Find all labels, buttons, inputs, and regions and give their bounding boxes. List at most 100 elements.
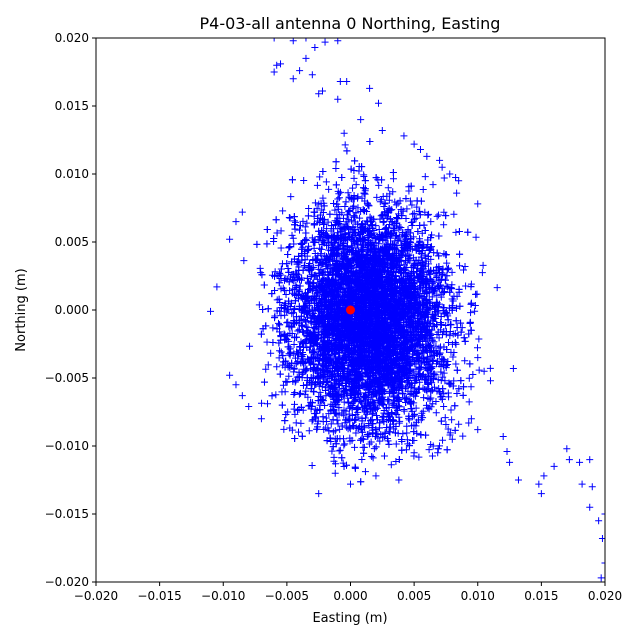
data-point: [312, 409, 320, 417]
data-point: [378, 413, 386, 421]
data-point: [421, 262, 429, 270]
data-point: [389, 188, 397, 196]
data-point: [320, 426, 328, 434]
data-point: [478, 269, 486, 277]
data-point: [341, 141, 349, 149]
data-point: [325, 185, 333, 193]
data-point: [258, 399, 266, 407]
data-point: [439, 436, 447, 444]
data-point: [341, 440, 349, 448]
data-point: [297, 389, 305, 397]
data-point: [271, 268, 279, 276]
data-point: [305, 427, 313, 435]
data-point: [330, 409, 338, 417]
data-point: [316, 173, 324, 181]
chart-title: P4-03-all antenna 0 Northing, Easting: [200, 14, 501, 33]
data-point: [368, 452, 376, 460]
data-point: [291, 400, 299, 408]
data-point: [444, 425, 452, 433]
data-point: [406, 197, 414, 205]
data-point: [416, 378, 424, 386]
data-point: [471, 302, 479, 310]
data-point: [395, 223, 403, 231]
data-point: [451, 339, 459, 347]
data-point: [446, 332, 454, 340]
data-point: [319, 194, 327, 202]
data-point: [358, 455, 366, 463]
data-point: [395, 210, 403, 218]
data-point: [385, 196, 393, 204]
data-point: [276, 347, 284, 355]
data-point: [305, 204, 313, 212]
data-point: [392, 440, 400, 448]
data-point: [392, 457, 400, 465]
data-point: [462, 282, 470, 290]
data-point: [291, 410, 299, 418]
data-point: [465, 419, 473, 427]
data-point: [291, 304, 299, 312]
data-point: [394, 235, 402, 243]
data-point: [295, 428, 303, 436]
data-point: [452, 228, 460, 236]
data-point: [383, 214, 391, 222]
data-point: [440, 208, 448, 216]
data-point: [324, 218, 332, 226]
data-point: [267, 349, 275, 357]
data-point: [294, 327, 302, 335]
data-point: [428, 452, 436, 460]
data-point: [421, 173, 429, 181]
data-point: [279, 381, 287, 389]
data-point: [420, 394, 428, 402]
data-point: [407, 405, 415, 413]
data-point: [475, 335, 483, 343]
data-point: [475, 366, 483, 374]
data-point: [448, 268, 456, 276]
data-point: [315, 200, 323, 208]
data-point: [315, 382, 323, 390]
data-point: [396, 403, 404, 411]
data-point: [461, 357, 469, 365]
data-point: [452, 173, 460, 181]
data-point: [465, 398, 473, 406]
data-point: [289, 309, 297, 317]
data-point: [352, 181, 360, 189]
data-point: [425, 405, 433, 413]
data-point: [332, 460, 340, 468]
data-point: [447, 406, 455, 414]
data-point: [278, 388, 286, 396]
data-point: [327, 420, 335, 428]
data-point: [472, 233, 480, 241]
data-point: [387, 461, 395, 469]
data-point: [279, 207, 287, 215]
data-point: [279, 361, 287, 369]
data-point: [410, 368, 418, 376]
data-point: [299, 217, 307, 225]
data-point: [471, 307, 479, 315]
data-point: [303, 219, 311, 227]
data-point: [273, 363, 281, 371]
data-point: [280, 425, 288, 433]
data-point: [311, 199, 319, 207]
data-point: [412, 422, 420, 430]
data-point: [391, 198, 399, 206]
data-point: [446, 431, 454, 439]
data-point: [246, 342, 254, 350]
data-point: [398, 437, 406, 445]
data-point: [409, 210, 417, 218]
data-point: [264, 361, 272, 369]
data-point: [332, 165, 340, 173]
data-point: [304, 324, 312, 332]
data-point: [336, 446, 344, 454]
data-point: [308, 461, 316, 469]
data-point: [435, 442, 443, 450]
data-point: [340, 441, 348, 449]
data-point: [376, 215, 384, 223]
data-point: [351, 416, 359, 424]
data-point: [288, 329, 296, 337]
data-point: [341, 202, 349, 210]
data-point: [304, 310, 312, 318]
data-point: [456, 262, 464, 270]
data-point: [262, 365, 270, 373]
data-point: [290, 390, 298, 398]
data-point: [296, 226, 304, 234]
